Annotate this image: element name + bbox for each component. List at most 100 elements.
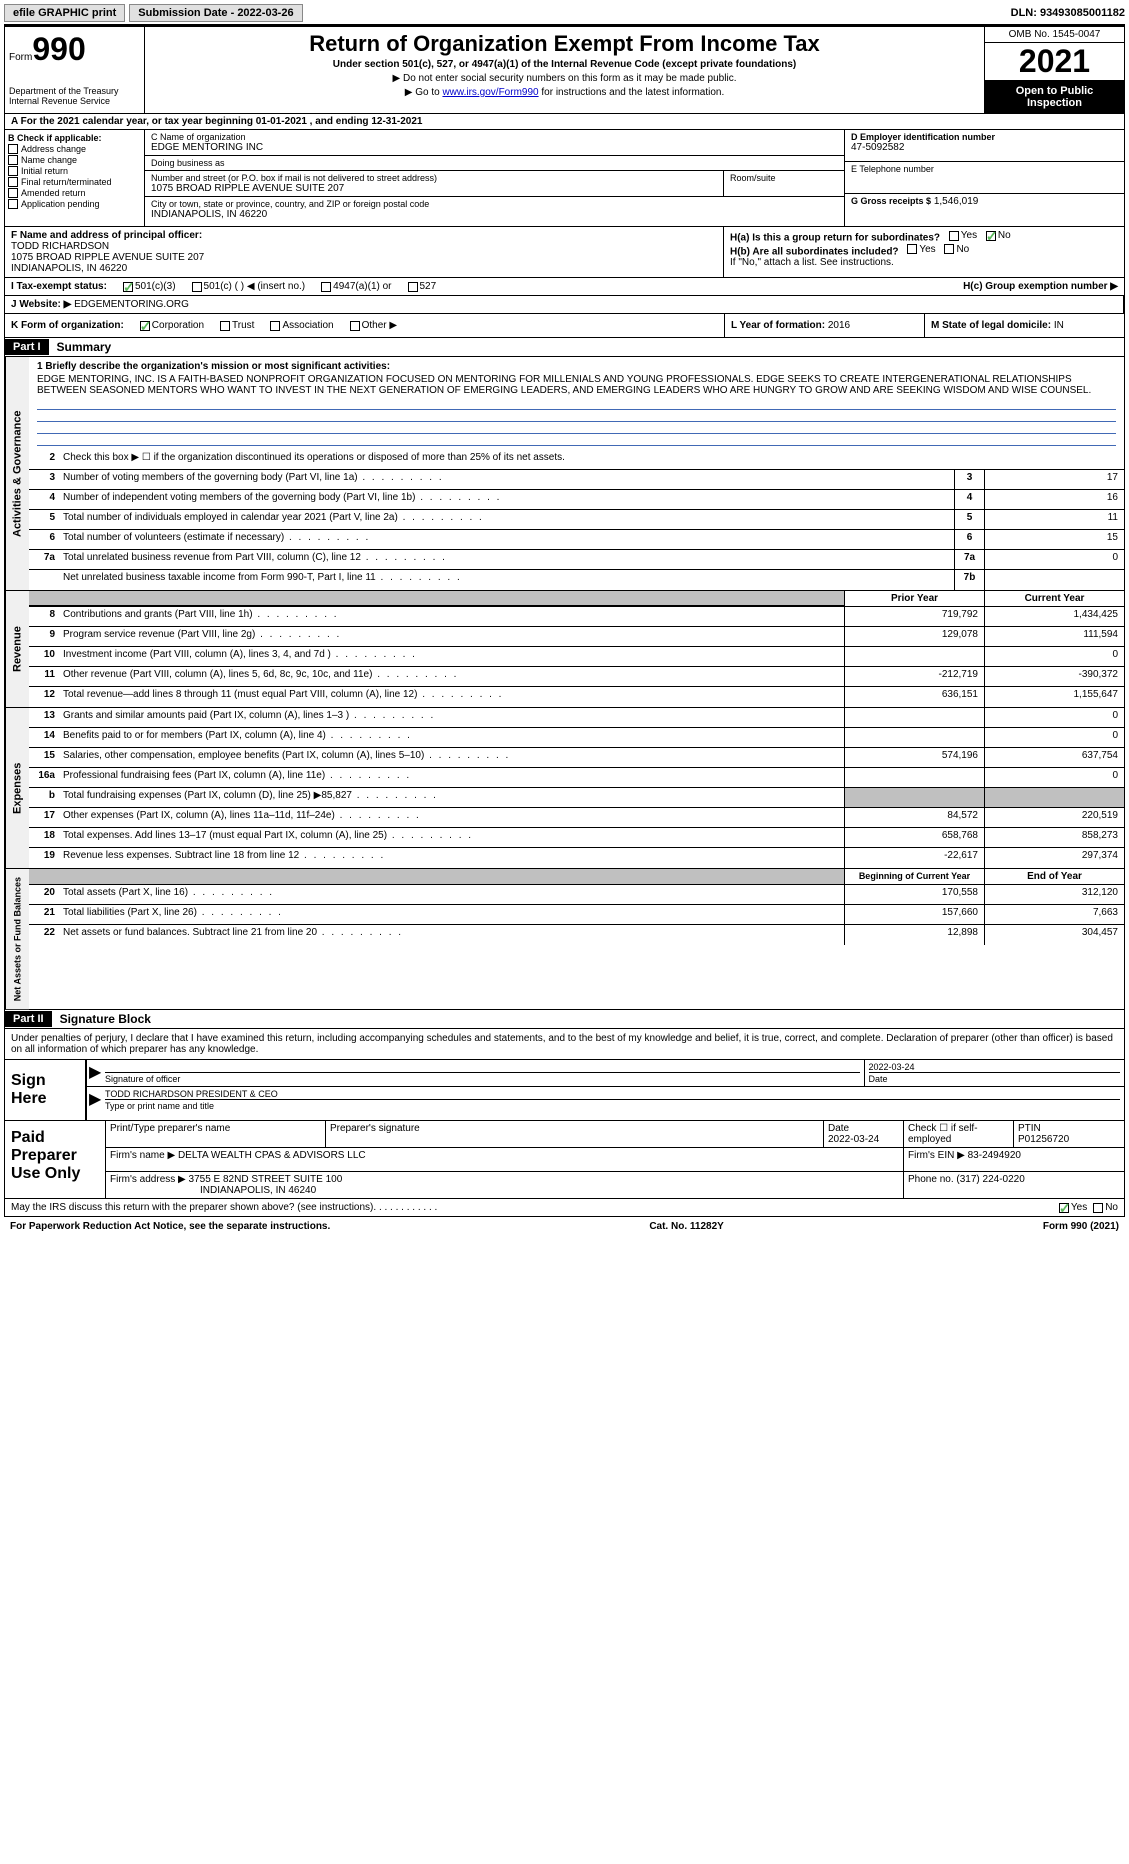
curr-val: 0	[984, 647, 1124, 666]
line-text: Grants and similar amounts paid (Part IX…	[59, 708, 844, 727]
curr-val	[984, 788, 1124, 807]
website-value: EDGEMENTORING.ORG	[74, 299, 189, 310]
curr-val: 1,434,425	[984, 607, 1124, 626]
ptin-value: P01256720	[1018, 1134, 1069, 1145]
room-label: Room/suite	[730, 173, 838, 183]
line-text: Other expenses (Part IX, column (A), lin…	[59, 808, 844, 827]
prior-val: 574,196	[844, 748, 984, 767]
submission-date-button[interactable]: Submission Date - 2022-03-26	[129, 4, 302, 22]
prior-val: 129,078	[844, 627, 984, 646]
open-to-public: Open to Public Inspection	[985, 81, 1124, 113]
dba-label: Doing business as	[151, 158, 838, 168]
chk-name-change[interactable]	[8, 155, 18, 165]
part1-header: Part I	[5, 339, 49, 355]
paid-preparer-label: Paid Preparer Use Only	[5, 1121, 105, 1198]
curr-val: 220,519	[984, 808, 1124, 827]
line-text: Revenue less expenses. Subtract line 18 …	[59, 848, 844, 868]
prior-val: -212,719	[844, 667, 984, 686]
chk-501c3[interactable]	[123, 282, 133, 292]
curr-year-hdr: Current Year	[984, 591, 1124, 606]
line-box: 3	[954, 470, 984, 489]
line-text: Net assets or fund balances. Subtract li…	[59, 925, 844, 945]
curr-val: 7,663	[984, 905, 1124, 924]
may-irs-label: May the IRS discuss this return with the…	[11, 1202, 373, 1213]
prior-val: 84,572	[844, 808, 984, 827]
omb-number: OMB No. 1545-0047	[985, 27, 1124, 43]
form-label: Form	[9, 52, 32, 63]
chk-other[interactable]	[350, 321, 360, 331]
line-text: Total expenses. Add lines 13–17 (must eq…	[59, 828, 844, 847]
chk-501c[interactable]	[192, 282, 202, 292]
prep-name-label: Print/Type preparer's name	[106, 1121, 326, 1147]
prior-val	[844, 768, 984, 787]
line-box: 4	[954, 490, 984, 509]
irs-link[interactable]: www.irs.gov/Form990	[442, 87, 538, 98]
officer-label: F Name and address of principal officer:	[11, 230, 717, 241]
line-text: Program service revenue (Part VIII, line…	[59, 627, 844, 646]
prior-val: 636,151	[844, 687, 984, 707]
chk-527[interactable]	[408, 282, 418, 292]
line-val	[984, 570, 1124, 590]
chk-4947[interactable]	[321, 282, 331, 292]
chk-assoc[interactable]	[270, 321, 280, 331]
part2-header: Part II	[5, 1011, 52, 1027]
chk-hb-no[interactable]	[944, 244, 954, 254]
topbar: efile GRAPHIC print Submission Date - 20…	[4, 4, 1125, 26]
line-val: 15	[984, 530, 1124, 549]
sig-date-label: Date	[869, 1072, 1121, 1084]
line-box: 7b	[954, 570, 984, 590]
line-text: Number of independent voting members of …	[59, 490, 954, 509]
city-value: INDIANAPOLIS, IN 46220	[151, 209, 838, 220]
line-text: Other revenue (Part VIII, column (A), li…	[59, 667, 844, 686]
line-val: 16	[984, 490, 1124, 509]
receipts-value: 1,546,019	[934, 196, 979, 207]
chk-may-yes[interactable]	[1059, 1203, 1069, 1213]
sign-here-label: Sign Here	[5, 1060, 85, 1120]
prep-date: 2022-03-24	[828, 1134, 879, 1145]
col-b-check-applicable: B Check if applicable: Address change Na…	[5, 130, 145, 226]
footer-right: Form 990 (2021)	[1043, 1221, 1119, 1232]
chk-ha-yes[interactable]	[949, 231, 959, 241]
line-text: Professional fundraising fees (Part IX, …	[59, 768, 844, 787]
arrow-icon: ▶	[87, 1087, 101, 1113]
chk-initial-return[interactable]	[8, 166, 18, 176]
line-box: 6	[954, 530, 984, 549]
chk-address-change[interactable]	[8, 144, 18, 154]
line-text: Investment income (Part VIII, column (A)…	[59, 647, 844, 666]
firm-addr1: 3755 E 82ND STREET SUITE 100	[189, 1174, 343, 1185]
sig-intro: Under penalties of perjury, I declare th…	[4, 1029, 1125, 1060]
org-name-label: C Name of organization	[151, 132, 838, 142]
chk-trust[interactable]	[220, 321, 230, 331]
irs-label: Internal Revenue Service	[9, 96, 140, 106]
hc-label: H(c) Group exemption number ▶	[963, 281, 1118, 292]
efile-print-button[interactable]: efile GRAPHIC print	[4, 4, 125, 22]
form-org-label: K Form of organization:	[11, 320, 124, 331]
hb-label: H(b) Are all subordinates included?	[730, 246, 899, 257]
chk-application-pending[interactable]	[8, 199, 18, 209]
line-text: Number of voting members of the governin…	[59, 470, 954, 489]
chk-amended-return[interactable]	[8, 188, 18, 198]
line-2: Check this box ▶ ☐ if the organization d…	[59, 450, 1124, 469]
prior-val	[844, 728, 984, 747]
line-box: 5	[954, 510, 984, 529]
chk-ha-no[interactable]	[986, 231, 996, 241]
receipts-label: G Gross receipts $	[851, 196, 931, 206]
chk-corp[interactable]	[140, 321, 150, 331]
prior-val: 157,660	[844, 905, 984, 924]
form-subtitle: Under section 501(c), 527, or 4947(a)(1)…	[153, 59, 976, 70]
dln-label: DLN: 93493085001182	[1011, 7, 1125, 19]
line-val: 17	[984, 470, 1124, 489]
line-text: Total assets (Part X, line 16)	[59, 885, 844, 904]
city-label: City or town, state or province, country…	[151, 199, 838, 209]
form-note-1: ▶ Do not enter social security numbers o…	[153, 73, 976, 84]
chk-final-return[interactable]	[8, 177, 18, 187]
chk-hb-yes[interactable]	[907, 244, 917, 254]
row-a-tax-year: A For the 2021 calendar year, or tax yea…	[4, 114, 1125, 130]
prior-year-hdr: Prior Year	[844, 591, 984, 606]
line-text: Total liabilities (Part X, line 26)	[59, 905, 844, 924]
sig-date: 2022-03-24	[869, 1062, 1121, 1072]
beg-year-hdr: Beginning of Current Year	[844, 869, 984, 884]
curr-val: 111,594	[984, 627, 1124, 646]
vtab-net-assets: Net Assets or Fund Balances	[5, 869, 29, 1009]
chk-may-no[interactable]	[1093, 1203, 1103, 1213]
